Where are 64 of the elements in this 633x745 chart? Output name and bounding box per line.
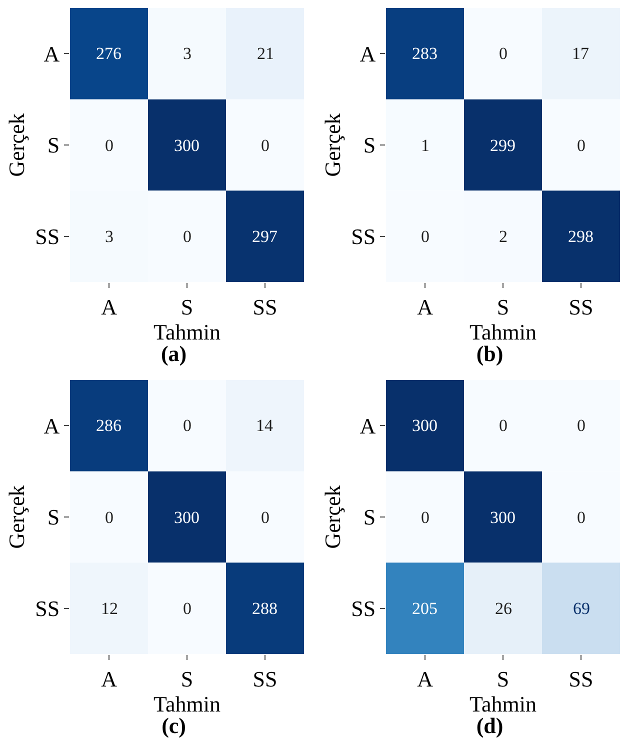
y-axis-title: Gerçek: [4, 113, 29, 177]
y-tick-label: S: [363, 504, 376, 530]
y-tick-label: SS: [35, 596, 60, 622]
data-label: 0: [183, 227, 192, 246]
data-label: 286: [96, 416, 122, 435]
data-label: 3: [105, 227, 114, 246]
y-tick-label: SS: [351, 596, 376, 622]
x-tick-label: S: [180, 294, 194, 320]
y-tick-label: SS: [35, 224, 60, 250]
data-label: 0: [261, 136, 270, 155]
data-label: 300: [174, 136, 200, 155]
data-label: 14: [256, 416, 274, 435]
data-label: 0: [577, 416, 586, 435]
data-label: 288: [252, 599, 278, 618]
y-tick-label: A: [44, 41, 60, 66]
y-tick-label: S: [47, 132, 60, 158]
x-tick-label: A: [417, 666, 434, 692]
y-tick-label: S: [47, 504, 60, 530]
data-label: 298: [568, 227, 594, 246]
x-tick-label: S: [496, 294, 510, 320]
x-tick-label: A: [101, 666, 118, 692]
data-label: 276: [96, 44, 122, 63]
data-label: 0: [421, 508, 430, 527]
data-label: 2: [499, 227, 508, 246]
x-tick-label: S: [180, 666, 194, 692]
data-label: 1: [421, 136, 430, 155]
data-label: 3: [183, 44, 192, 63]
data-label: 0: [105, 508, 114, 527]
data-label: 205: [412, 599, 438, 618]
y-axis-title: Gerçek: [320, 113, 345, 177]
data-label: 0: [577, 508, 586, 527]
y-tick-label: A: [360, 41, 376, 66]
y-tick-label: SS: [351, 224, 376, 250]
x-tick-label: SS: [568, 294, 594, 320]
data-label: 0: [261, 508, 270, 527]
data-label: 300: [490, 508, 516, 527]
x-tick-label: SS: [252, 666, 278, 692]
data-label: 0: [421, 227, 430, 246]
y-axis-title: Gerçek: [4, 485, 29, 549]
data-label: 21: [257, 44, 274, 63]
data-label: 12: [101, 599, 118, 618]
x-tick-label: SS: [568, 666, 594, 692]
data-label: 17: [572, 44, 590, 63]
data-label: 0: [183, 599, 192, 618]
data-label: 0: [499, 44, 508, 63]
data-label: 300: [174, 508, 200, 527]
y-tick-label: S: [363, 132, 376, 158]
data-label: 0: [183, 416, 192, 435]
x-tick-label: A: [101, 294, 118, 320]
y-axis-title: Gerçek: [320, 485, 345, 549]
data-label: 0: [499, 416, 508, 435]
data-label: 69: [573, 599, 590, 618]
data-label: 297: [252, 227, 278, 246]
data-label: 0: [577, 136, 586, 155]
data-label: 299: [490, 136, 516, 155]
data-label: 26: [495, 599, 512, 618]
x-tick-label: SS: [252, 294, 278, 320]
x-tick-label: S: [496, 666, 510, 692]
data-label: 300: [412, 416, 438, 435]
data-label: 283: [412, 44, 438, 63]
x-tick-label: A: [417, 294, 434, 320]
y-tick-label: A: [360, 413, 376, 438]
data-label: 0: [105, 136, 114, 155]
y-tick-label: A: [44, 413, 60, 438]
